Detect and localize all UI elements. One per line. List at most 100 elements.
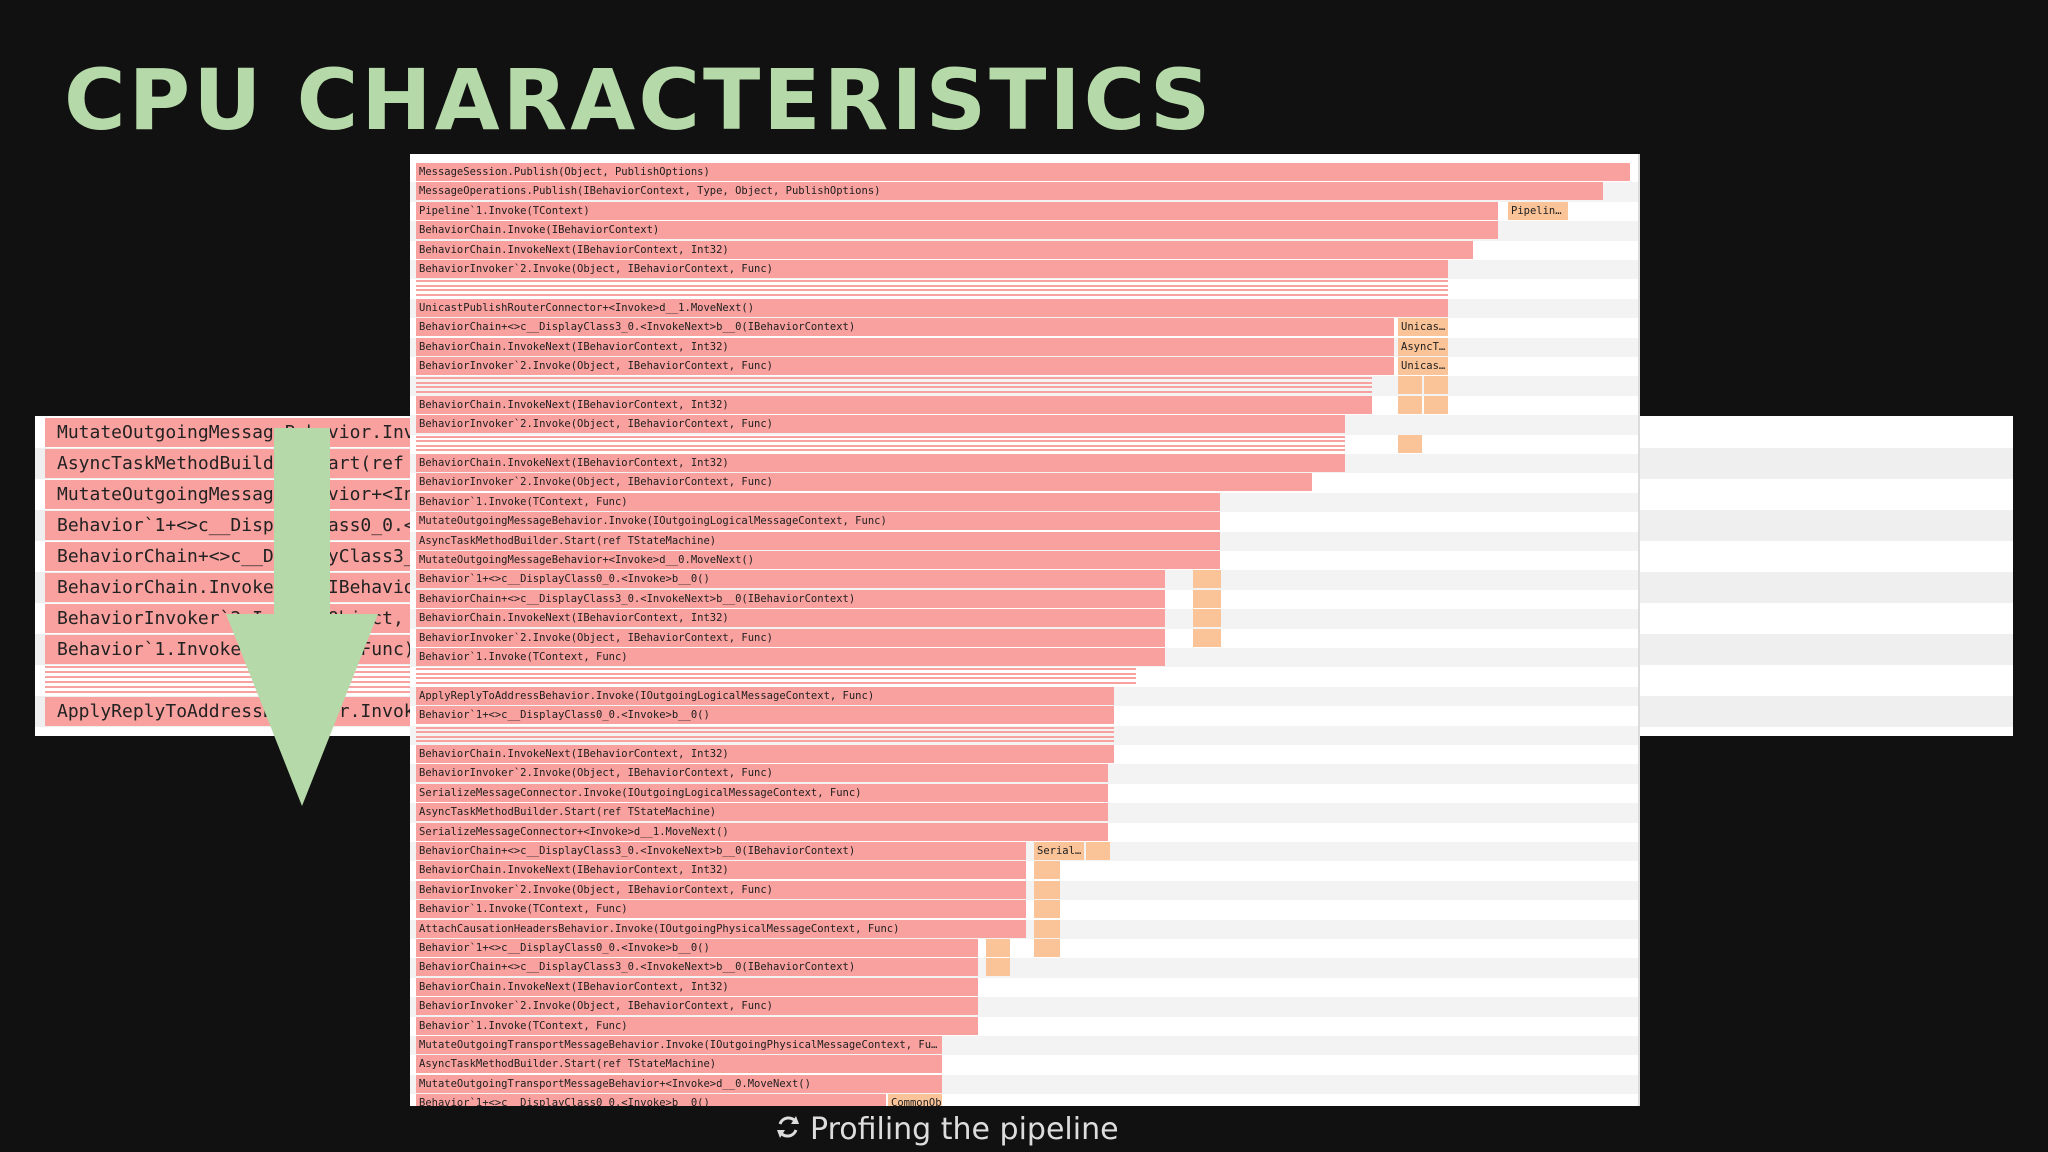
collapsed-frame bbox=[416, 284, 1448, 287]
flame-frame-bar[interactable]: MutateOutgoingTransportMessageBehavior+<… bbox=[416, 1074, 942, 1093]
flame-frame-bar[interactable]: MessageOperations.Publish(IBehaviorConte… bbox=[416, 182, 1603, 201]
flame-side-frame[interactable]: Serial… bbox=[1034, 842, 1084, 860]
flame-frame-label: BehaviorChain.InvokeNext(IBehaviorContex… bbox=[419, 748, 729, 760]
flame-frame-bar[interactable]: MessageSession.Publish(Object, PublishOp… bbox=[416, 163, 1630, 181]
flame-frame-label: MutateOutgoingMessageBehavior.Invoke(IOu… bbox=[419, 515, 887, 528]
flame-side-frame[interactable] bbox=[1424, 395, 1448, 414]
flame-frame-bar[interactable]: AsyncTaskMethodBuilder.Start(ref TStateM… bbox=[416, 1055, 942, 1074]
collapsed-frame bbox=[416, 390, 1372, 393]
flamegraph-panel[interactable]: MessageSession.Publish(Object, PublishOp… bbox=[410, 154, 1640, 1106]
flame-side-frame[interactable] bbox=[986, 939, 1010, 957]
flame-side-frame[interactable]: Unicas… bbox=[1398, 357, 1448, 375]
zoom-frame-bar[interactable]: AsyncTaskMethodBuilder.Start(ref TS bbox=[45, 449, 455, 478]
flame-side-frame[interactable]: CommonObjectBu… bbox=[888, 1094, 942, 1106]
flame-side-frame[interactable] bbox=[1034, 900, 1060, 919]
flame-frame-label: AsyncTaskMethodBuilder.Start(ref TStateM… bbox=[419, 806, 717, 819]
flame-frame-bar[interactable]: BehaviorChain.InvokeNext(IBehaviorContex… bbox=[416, 745, 1114, 763]
flame-frame-bar[interactable]: BehaviorInvoker`2.Invoke(Object, IBehavi… bbox=[416, 880, 1026, 899]
flame-frame-bar[interactable]: Behavior`1+<>c__DisplayClass0_0.<Invoke>… bbox=[416, 570, 1165, 589]
flame-frame-label: BehaviorInvoker`2.Invoke(Object, IBehavi… bbox=[419, 631, 774, 644]
flame-frame-bar[interactable]: Behavior`1+<>c__DisplayClass0_0.<Invoke>… bbox=[416, 939, 978, 957]
collapsed-frame bbox=[416, 440, 1345, 443]
flame-frame-bar[interactable]: BehaviorInvoker`2.Invoke(Object, IBehavi… bbox=[416, 628, 1165, 647]
flame-side-frame[interactable] bbox=[1034, 861, 1060, 880]
flame-frame-bar[interactable]: BehaviorInvoker`2.Invoke(Object, IBehavi… bbox=[416, 764, 1108, 783]
flame-side-label: CommonObjectBu… bbox=[891, 1097, 942, 1106]
flame-side-frame[interactable]: Pipelin… bbox=[1508, 201, 1568, 220]
flame-frame-bar[interactable]: BehaviorInvoker`2.Invoke(Object, IBehavi… bbox=[416, 357, 1394, 375]
flame-side-frame[interactable] bbox=[1193, 609, 1221, 628]
collapsed-frame bbox=[416, 381, 1372, 384]
flame-frame-label: UnicastPublishRouterConnector+<Invoke>d_… bbox=[419, 301, 755, 314]
flame-side-frame[interactable] bbox=[1086, 842, 1110, 860]
flame-frame-bar[interactable]: MutateOutgoingMessageBehavior+<Invoke>d_… bbox=[416, 551, 1220, 569]
flame-frame-bar[interactable]: AsyncTaskMethodBuilder.Start(ref TStateM… bbox=[416, 803, 1108, 822]
flame-frame-bar[interactable]: ApplyReplyToAddressBehavior.Invoke(IOutg… bbox=[416, 686, 1114, 705]
collapsed-frame bbox=[416, 435, 1345, 438]
flame-frame-bar[interactable]: MutateOutgoingTransportMessageBehavior.I… bbox=[416, 1036, 942, 1054]
zoom-frame-bar[interactable]: MutateOutgoingMessageBehavior+<Invo bbox=[45, 480, 455, 509]
flame-frame-bar[interactable]: SerializeMessageConnector+<Invoke>d__1.M… bbox=[416, 822, 1108, 841]
flame-frame-bar[interactable]: SerializeMessageConnector.Invoke(IOutgoi… bbox=[416, 783, 1108, 802]
collapsed-frame bbox=[416, 293, 1448, 296]
flame-frame-bar[interactable]: BehaviorChain+<>c__DisplayClass3_0.<Invo… bbox=[416, 589, 1165, 608]
flame-frame-bar[interactable]: BehaviorChain.InvokeNext(IBehaviorContex… bbox=[416, 395, 1372, 414]
flame-frame-bar[interactable]: BehaviorChain+<>c__DisplayClass3_0.<Invo… bbox=[416, 842, 1026, 860]
zoom-frame-bar[interactable]: BehaviorChain.InvokeNext(IBehaviorC bbox=[45, 573, 455, 602]
flame-side-frame[interactable] bbox=[986, 958, 1010, 977]
flame-side-frame[interactable] bbox=[1398, 376, 1422, 395]
flame-frame-bar[interactable]: Behavior`1+<>c__DisplayClass0_0.<Invoke>… bbox=[416, 1094, 886, 1106]
collapsed-frame bbox=[416, 386, 1372, 389]
collapsed-frame bbox=[416, 280, 1448, 283]
flame-side-label: Unicas… bbox=[1401, 321, 1446, 334]
collapsed-frame bbox=[416, 731, 1114, 734]
flame-frame-bar[interactable]: BehaviorChain.InvokeNext(IBehaviorContex… bbox=[416, 240, 1473, 259]
flame-frame-bar[interactable]: UnicastPublishRouterConnector+<Invoke>d_… bbox=[416, 298, 1448, 317]
flame-side-frame[interactable] bbox=[1034, 880, 1060, 899]
flame-frame-bar[interactable]: Behavior`1.Invoke(TContext, Func) bbox=[416, 1016, 978, 1035]
flame-side-frame[interactable] bbox=[1398, 395, 1422, 414]
flame-frame-bar[interactable]: BehaviorChain.InvokeNext(IBehaviorContex… bbox=[416, 454, 1345, 472]
flame-side-frame[interactable]: Unicas… bbox=[1398, 318, 1448, 337]
flame-frame-bar[interactable]: BehaviorChain+<>c__DisplayClass3_0.<Invo… bbox=[416, 318, 1394, 337]
zoom-frame-bar[interactable]: Behavior`1+<>c__DisplayClass0_0.<In bbox=[45, 511, 455, 540]
zoom-frame-label: BehaviorChain+<>c__DisplayClass3_0. bbox=[57, 546, 437, 567]
flame-frame-label: Behavior`1.Invoke(TContext, Func) bbox=[419, 1019, 628, 1032]
flame-frame-label: BehaviorInvoker`2.Invoke(Object, IBehavi… bbox=[419, 418, 774, 431]
flame-side-frame[interactable] bbox=[1193, 570, 1221, 589]
flame-side-frame[interactable] bbox=[1193, 628, 1221, 647]
flame-frame-bar[interactable]: AsyncTaskMethodBuilder.Start(ref TStateM… bbox=[416, 531, 1220, 550]
zoom-frame-bar[interactable]: MutateOutgoingMessageBehavior.Invok bbox=[45, 418, 455, 447]
flame-frame-bar[interactable]: AttachCausationHeadersBehavior.Invoke(IO… bbox=[416, 919, 1026, 938]
flame-frame-bar[interactable]: Behavior`1.Invoke(TContext, Func) bbox=[416, 492, 1220, 511]
flame-frame-bar[interactable]: BehaviorChain.InvokeNext(IBehaviorContex… bbox=[416, 861, 1026, 880]
flame-frame-bar[interactable]: BehaviorInvoker`2.Invoke(Object, IBehavi… bbox=[416, 415, 1345, 434]
flame-frame-label: Behavior`1+<>c__DisplayClass0_0.<Invoke>… bbox=[419, 1097, 710, 1106]
flame-frame-bar[interactable]: BehaviorChain.InvokeNext(IBehaviorContex… bbox=[416, 609, 1165, 628]
flame-side-frame[interactable] bbox=[1034, 939, 1060, 957]
flame-frame-bar[interactable]: Behavior`1.Invoke(TContext, Func) bbox=[416, 648, 1165, 666]
flame-frame-bar[interactable]: Pipeline`1.Invoke(TContext) bbox=[416, 201, 1498, 220]
flame-frame-label: BehaviorChain+<>c__DisplayClass3_0.<Invo… bbox=[419, 961, 856, 974]
flame-side-frame[interactable] bbox=[1398, 434, 1422, 453]
zoom-frame-bar[interactable]: BehaviorChain+<>c__DisplayClass3_0. bbox=[45, 542, 455, 571]
flame-frame-bar[interactable]: BehaviorChain.InvokeNext(IBehaviorContex… bbox=[416, 337, 1394, 356]
flame-frame-bar[interactable]: Behavior`1+<>c__DisplayClass0_0.<Invoke>… bbox=[416, 706, 1114, 725]
flame-frame-bar[interactable]: BehaviorInvoker`2.Invoke(Object, IBehavi… bbox=[416, 473, 1312, 492]
flame-side-frame[interactable] bbox=[1034, 919, 1060, 938]
flame-frame-bar[interactable]: BehaviorInvoker`2.Invoke(Object, IBehavi… bbox=[416, 997, 978, 1016]
flame-side-frame[interactable]: AsyncT… bbox=[1398, 337, 1448, 356]
collapsed-frame bbox=[416, 681, 1136, 684]
flame-frame-bar[interactable]: BehaviorChain.Invoke(IBehaviorContext) bbox=[416, 221, 1498, 240]
zoom-frame-label: Behavior`1+<>c__DisplayClass0_0.<In bbox=[57, 515, 437, 536]
flame-frame-bar[interactable]: MutateOutgoingMessageBehavior.Invoke(IOu… bbox=[416, 512, 1220, 531]
flame-frame-bar[interactable]: BehaviorChain+<>c__DisplayClass3_0.<Invo… bbox=[416, 958, 978, 977]
flame-frame-bar[interactable]: Behavior`1.Invoke(TContext, Func) bbox=[416, 900, 1026, 919]
flame-frame-label: BehaviorInvoker`2.Invoke(Object, IBehavi… bbox=[419, 263, 774, 275]
flame-frame-label: Pipeline`1.Invoke(TContext) bbox=[419, 204, 590, 217]
flame-side-frame[interactable] bbox=[1193, 589, 1221, 608]
flame-frame-bar[interactable]: BehaviorInvoker`2.Invoke(Object, IBehavi… bbox=[416, 260, 1448, 278]
flame-frame-bar[interactable]: BehaviorChain.InvokeNext(IBehaviorContex… bbox=[416, 977, 978, 996]
flame-side-frame[interactable] bbox=[1424, 376, 1448, 395]
flame-frame-label: Behavior`1+<>c__DisplayClass0_0.<Invoke>… bbox=[419, 942, 710, 954]
